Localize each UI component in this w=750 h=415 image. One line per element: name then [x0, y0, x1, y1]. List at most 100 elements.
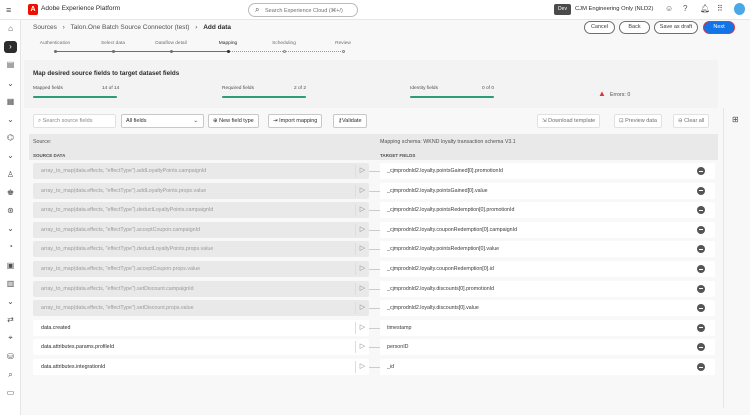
content-icon[interactable]: ▥ — [6, 278, 15, 288]
mapping-connector — [369, 210, 380, 212]
breadcrumb-connector[interactable]: Talon.One Batch Source Connector (test) — [70, 24, 190, 31]
map-arrow-icon[interactable]: ▷ — [355, 223, 369, 236]
location-icon[interactable]: ⌖ — [8, 333, 13, 343]
target-path: _cjmprodnld2.loyalty.discounts[0].promot… — [387, 285, 495, 292]
source-field[interactable]: data.created ▷ — [33, 319, 369, 336]
step-dataflow-detail: Dataflow detail — [155, 41, 187, 46]
map-arrow-icon[interactable]: ▷ — [355, 204, 369, 217]
step-marker — [111, 50, 115, 53]
map-arrow-icon[interactable]: ▷ — [355, 165, 369, 177]
source-field[interactable]: data.attributes.params.profileId ▷ — [33, 339, 369, 356]
preview-data-button[interactable]: ⊡ Preview data — [614, 114, 662, 128]
source-field[interactable]: data.attributes.integrationId ▷ — [33, 359, 369, 375]
target-field[interactable]: _cjmprodnld2.loyalty.couponRedemption[0]… — [380, 261, 715, 277]
remove-mapping-icon[interactable] — [697, 304, 705, 313]
feedback-icon[interactable]: ☺ — [665, 4, 674, 13]
menu-icon[interactable]: ≡ — [6, 5, 12, 15]
identity-fields-label: Identity fields — [410, 86, 438, 91]
bell-icon[interactable]: 🔔︎ — [700, 4, 711, 13]
help-icon[interactable]: ? — [683, 4, 688, 13]
audience-icon[interactable]: ♚ — [6, 187, 15, 197]
remove-mapping-icon[interactable] — [697, 206, 705, 215]
target-field[interactable]: personID — [380, 339, 715, 356]
target-field[interactable]: timestamp — [380, 319, 715, 336]
profile-icon[interactable]: ♙ — [6, 169, 15, 179]
target-field[interactable]: _cjmprodnld2.loyalty.pointsGained[0].val… — [380, 182, 715, 199]
sources-icon[interactable]: › — [4, 41, 17, 54]
remove-mapping-icon[interactable] — [697, 225, 705, 234]
search-input[interactable]: ⌕ Search Experience Cloud (⌘+/) — [248, 3, 358, 17]
map-arrow-icon[interactable]: ▷ — [355, 321, 369, 334]
map-arrow-icon[interactable]: ▷ — [355, 263, 369, 275]
target-field[interactable]: _cjmprodnld2.loyalty.pointsGained[0].pro… — [380, 163, 715, 179]
journey-icon[interactable]: ◔ — [8, 242, 13, 252]
map-arrow-icon[interactable]: ▷ — [355, 243, 369, 256]
source-field[interactable]: array_to_map(data.effects, "effectType")… — [33, 221, 369, 238]
source-field[interactable]: array_to_map(data.effects, "effectType")… — [33, 182, 369, 199]
apps-grid-icon[interactable]: ⠿ — [717, 4, 723, 13]
download-template-button[interactable]: ⇲ Download template — [537, 114, 601, 128]
dashboard-icon[interactable]: ▦ — [6, 96, 15, 106]
alerts-icon[interactable]: ▭ — [6, 388, 15, 397]
next-button[interactable]: Next — [703, 21, 735, 34]
map-arrow-icon[interactable]: ▷ — [355, 361, 369, 373]
monitoring-icon[interactable]: ⌕ — [8, 369, 13, 379]
offers-icon[interactable]: ▣ — [6, 260, 15, 270]
source-field[interactable]: array_to_map(data.effects, "effectType")… — [33, 202, 369, 219]
source-field[interactable]: array_to_map(data.effects, "effectType")… — [33, 261, 369, 277]
chevron-icon[interactable]: ⌄ — [7, 224, 14, 234]
query-icon[interactable]: ⌬ — [7, 133, 14, 143]
datasets-icon[interactable]: ⛁ — [7, 351, 14, 361]
search-source-fields-input[interactable]: ⌕ Search source fields — [33, 114, 116, 128]
map-arrow-icon[interactable]: ▷ — [355, 184, 369, 197]
remove-mapping-icon[interactable] — [697, 284, 705, 293]
target-field[interactable]: _id — [380, 359, 715, 375]
identity-icon[interactable]: ⊛ — [7, 206, 14, 215]
clear-all-button[interactable]: ⊖ Clear all — [673, 114, 710, 128]
remove-mapping-icon[interactable] — [697, 343, 705, 352]
step-authentication: Authentication — [39, 41, 71, 46]
chevron-icon[interactable]: ⌄ — [7, 297, 14, 306]
target-field[interactable]: _cjmprodnld2.loyalty.pointsRedemption[0]… — [380, 202, 715, 219]
remove-mapping-icon[interactable] — [697, 167, 705, 175]
new-field-type-button[interactable]: ⊕ New field type — [208, 114, 259, 128]
source-field[interactable]: array_to_map(data.effects, "effectType")… — [33, 280, 369, 297]
back-button[interactable]: Back — [619, 21, 650, 34]
remove-mapping-icon[interactable] — [697, 265, 705, 273]
schema-tree-icon[interactable]: ⊞ — [732, 115, 739, 124]
adobe-logo[interactable]: A — [28, 4, 38, 15]
remove-mapping-icon[interactable] — [697, 245, 705, 254]
source-path: array_to_map(data.effects, "effectType")… — [41, 207, 214, 214]
validate-button[interactable]: ⚷Validate — [333, 114, 367, 128]
target-path: _cjmprodnld2.loyalty.couponRedemption[0]… — [387, 226, 518, 233]
workflow-icon[interactable]: ⇄ — [7, 315, 14, 325]
avatar[interactable] — [734, 3, 745, 15]
step-marker — [341, 50, 345, 53]
target-field[interactable]: _cjmprodnld2.loyalty.discounts[0].value — [380, 300, 715, 317]
remove-mapping-icon[interactable] — [697, 363, 705, 371]
target-field[interactable]: _cjmprodnld2.loyalty.couponRedemption[0]… — [380, 221, 715, 238]
breadcrumb-sources[interactable]: Sources — [33, 24, 57, 31]
map-arrow-icon[interactable]: ▷ — [355, 341, 369, 354]
chevron-icon[interactable]: ⌄ — [7, 151, 14, 161]
chevron-icon[interactable]: ⌄ — [7, 115, 14, 124]
map-arrow-icon[interactable]: ▷ — [355, 282, 369, 295]
remove-mapping-icon[interactable] — [697, 323, 705, 332]
cancel-button[interactable]: Cancel — [584, 21, 615, 34]
left-rail: ⌂ › ▤ ⌄ ▦ ⌄ ⌬ ⌄ ♙ ♚ ⊛ ⌄ ◔ ▣ ▥ ⌄ ⇄ ⌖ ⛁ ⌕ ▭ — [0, 20, 21, 415]
source-field[interactable]: array_to_map(data.effects, "effectType")… — [33, 300, 369, 317]
source-field[interactable]: array_to_map(data.effects, "effectType")… — [33, 163, 369, 179]
import-mapping-button[interactable]: ⇥ Import mapping — [268, 114, 323, 128]
home-icon[interactable]: ⌂ — [8, 24, 13, 33]
field-filter-dropdown[interactable]: All fields ⌄ — [121, 114, 204, 128]
target-field[interactable]: _cjmprodnld2.loyalty.pointsRedemption[0]… — [380, 241, 715, 258]
map-arrow-icon[interactable]: ▷ — [355, 302, 369, 315]
org-switcher[interactable]: CJM Engineering Only (NLD2) — [575, 6, 654, 12]
save-draft-button[interactable]: Save as draft — [654, 21, 698, 34]
catalog-icon[interactable]: ▤ — [6, 60, 15, 70]
target-field[interactable]: _cjmprodnld2.loyalty.discounts[0].promot… — [380, 280, 715, 297]
chevron-icon[interactable]: ⌄ — [7, 78, 14, 88]
source-field[interactable]: array_to_map(data.effects, "effectType")… — [33, 241, 369, 258]
remove-mapping-icon[interactable] — [697, 186, 705, 195]
source-label: Source: — [33, 139, 52, 145]
